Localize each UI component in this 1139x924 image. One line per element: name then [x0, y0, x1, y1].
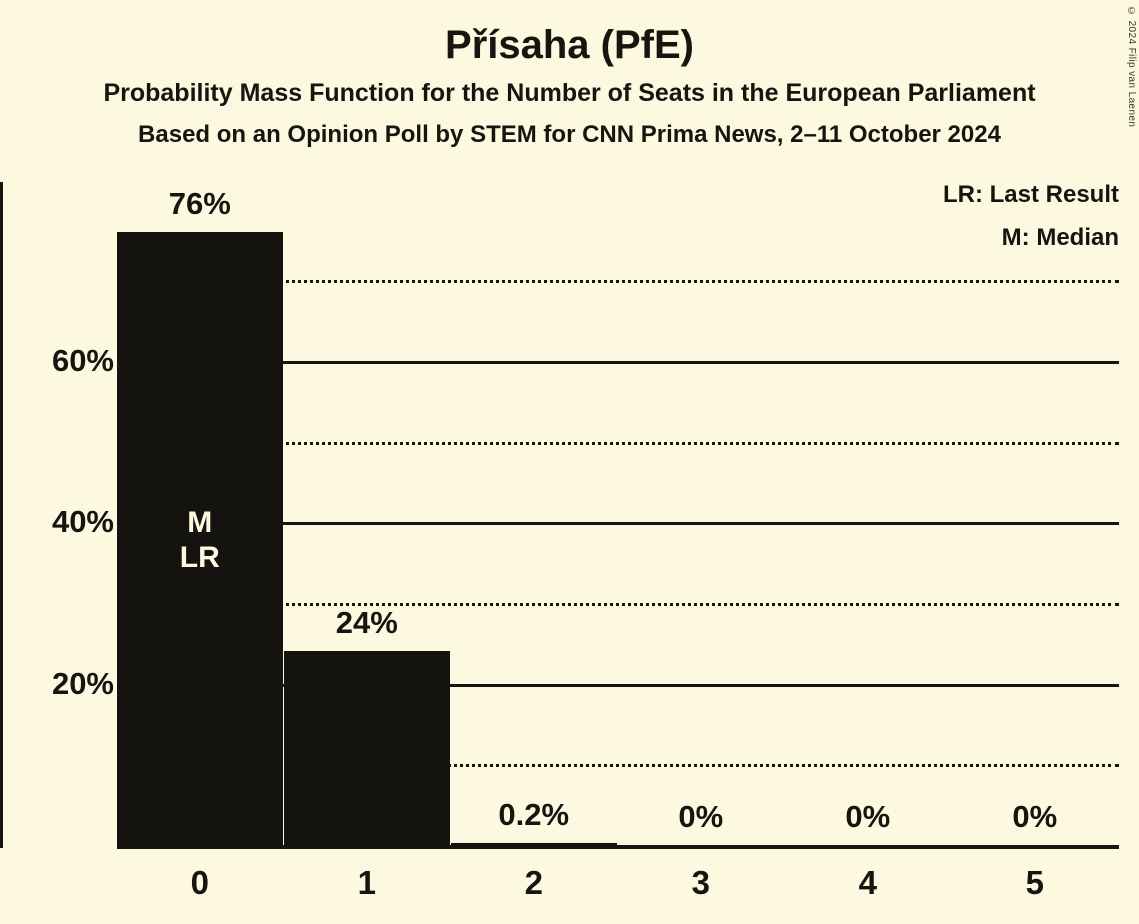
- bar-seats-0: M LR: [117, 231, 283, 845]
- bar-seats-1: [284, 651, 450, 845]
- bar-value-label-1: 24%: [335, 605, 398, 641]
- legend: LR: Last Result M: Median: [943, 183, 1119, 269]
- bar-value-label-4: 0%: [845, 799, 891, 834]
- bar-value-label-0: 76%: [168, 185, 231, 221]
- x-axis-tick-label-3: 3: [691, 864, 710, 901]
- y-axis-line: [0, 182, 3, 848]
- gridline-major-60: [117, 360, 1119, 364]
- x-axis-line: [117, 845, 1119, 849]
- y-axis-tick-label: 60%: [51, 342, 114, 378]
- gridline-major-20: [117, 683, 1119, 687]
- median-marker: M: [187, 506, 213, 540]
- gridline-minor-50: [117, 441, 1119, 445]
- x-axis-tick-label-0: 0: [190, 864, 209, 901]
- bar-value-label-5: 0%: [1012, 799, 1058, 834]
- x-axis-tick-label-5: 5: [1025, 864, 1044, 901]
- x-axis-tick-label-2: 2: [524, 864, 543, 901]
- y-axis-tick-label: 20%: [51, 665, 114, 701]
- gridline-minor-70: [117, 280, 1119, 284]
- x-axis-tick-label-4: 4: [858, 864, 877, 901]
- x-axis-tick-label-1: 1: [357, 864, 376, 901]
- page-title: Přísaha (PfE): [445, 23, 694, 67]
- bar-value-label-2: 0.2%: [498, 797, 570, 833]
- bar-value-label-3: 0%: [678, 799, 724, 834]
- title-block: Přísaha (PfE) Probability Mass Function …: [0, 0, 1139, 148]
- copyright-notice: © 2024 Filip van Laenen: [1126, 6, 1137, 128]
- legend-item-median: M: Median: [1001, 224, 1119, 251]
- chart-source-caption: Based on an Opinion Poll by STEM for CNN…: [138, 120, 1001, 148]
- gridline-minor-30: [117, 602, 1119, 606]
- bar-marker-labels: M LR: [117, 506, 283, 575]
- plot-area: [117, 182, 1119, 848]
- legend-item-last-result: LR: Last Result: [942, 181, 1119, 208]
- last-result-marker: LR: [179, 540, 220, 574]
- y-axis-tick-label: 40%: [51, 504, 114, 540]
- gridline-minor-10: [117, 764, 1119, 768]
- bar-seats-2: [451, 843, 617, 845]
- gridline-major-40: [117, 522, 1119, 526]
- chart-subtitle: Probability Mass Function for the Number…: [103, 79, 1036, 107]
